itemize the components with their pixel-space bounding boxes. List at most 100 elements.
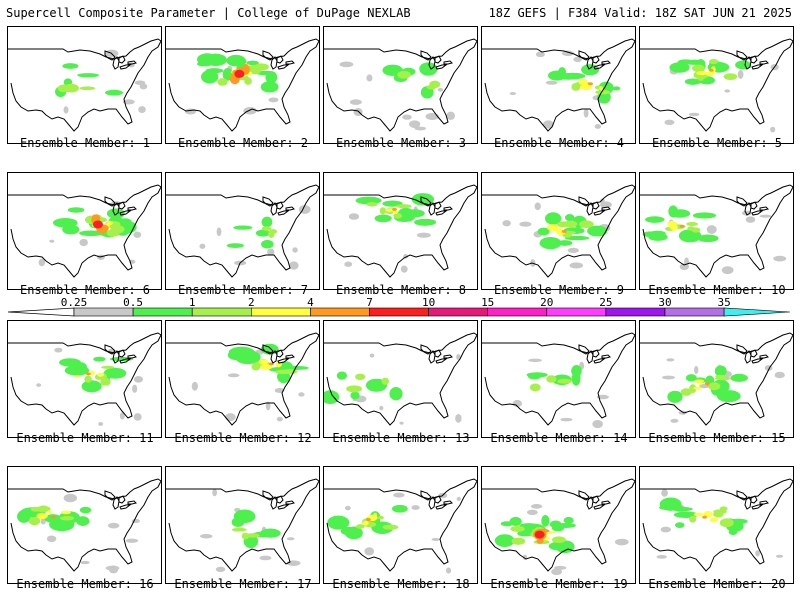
scp-field-shading: [512, 358, 609, 429]
colorbar-swatch: [369, 307, 429, 317]
colorbar-swatch: [487, 307, 548, 317]
colorbar-swatch: [191, 307, 252, 317]
map-canvas: [482, 332, 635, 429]
map-title: Supercell Composite Parameter | College …: [6, 6, 411, 20]
scp-field-shading: [38, 201, 142, 267]
ensemble-member-map-5: [639, 26, 794, 144]
ensemble-member-map-20: [639, 466, 794, 584]
map-canvas: [640, 332, 793, 426]
ensemble-member-label: Ensemble Member: 20: [648, 577, 786, 591]
basemap-outline: [640, 184, 793, 278]
colorbar-tick-label: 0.25: [61, 296, 88, 309]
basemap-outline: [482, 38, 635, 132]
scp-field-shading: [199, 204, 311, 270]
map-canvas: [324, 38, 477, 132]
colorbar-svg: 0.25 0.5 1 2 4 7 10 15 20 25 30 35: [7, 296, 791, 317]
colorbar-swatch: [73, 307, 134, 317]
scp-field-shading: [502, 198, 612, 269]
basemap-outline: [166, 478, 319, 572]
valid-time-label: 18Z GEFS | F384 Valid: 18Z SAT JUN 21 20…: [488, 6, 792, 20]
map-canvas: [324, 184, 477, 278]
basemap-outline: [640, 38, 793, 132]
colorbar-tick-label: 4: [307, 296, 314, 309]
ensemble-member-map-7: [165, 172, 320, 290]
ensemble-member-map-9: [481, 172, 636, 290]
colorbar-left-arrow: [7, 307, 75, 317]
ensemble-member-label: Ensemble Member: 19: [490, 577, 628, 591]
ensemble-member-map-17: [165, 466, 320, 584]
ensemble-member-label: Ensemble Member: 13: [332, 431, 470, 445]
basemap-outline: [8, 332, 161, 426]
ensemble-member-label: Ensemble Member: 7: [177, 283, 309, 297]
basemap-outline: [8, 184, 161, 278]
ensemble-member-map-4: [481, 26, 636, 144]
colorbar-legend: 0.25 0.5 1 2 4 7 10 15 20 25 30 35: [0, 296, 800, 322]
scp-field-shading: [339, 61, 456, 131]
ensemble-member-label: Ensemble Member: 17: [174, 577, 312, 591]
scp-field-shading: [184, 53, 279, 115]
ensemble-member-label: Ensemble Member: 6: [19, 283, 151, 297]
scp-field-shading: [494, 504, 629, 576]
map-canvas: [640, 478, 793, 572]
ensemble-member-map-3: [323, 26, 478, 144]
colorbar-swatch: [310, 307, 370, 317]
colorbar-swatch: [723, 307, 791, 317]
colorbar-tick-label: 1: [189, 296, 196, 309]
map-canvas: [324, 332, 477, 426]
scp-field-shading: [17, 493, 140, 574]
ensemble-member-label: Ensemble Member: 8: [335, 283, 467, 297]
scp-field-shading: [661, 358, 785, 423]
ensemble-member-map-16: [7, 466, 162, 584]
map-canvas: [166, 184, 319, 278]
map-canvas: [640, 38, 793, 133]
colorbar-swatch: [251, 307, 311, 317]
map-canvas: [8, 332, 161, 426]
basemap-outline: [166, 184, 319, 278]
scp-field-shading: [327, 492, 461, 574]
ensemble-member-label: Ensemble Member: 5: [651, 136, 783, 150]
ensemble-member-label: Ensemble Member: 18: [332, 577, 470, 591]
basemap-outline: [482, 478, 635, 572]
colorbar-swatch: [546, 307, 607, 317]
scp-field-shading: [664, 59, 779, 133]
ensemble-member-map-14: [481, 320, 636, 438]
ensemble-member-label: Ensemble Member: 11: [16, 431, 154, 445]
ensemble-member-map-11: [7, 320, 162, 438]
map-canvas: [8, 184, 161, 278]
scp-field-shading: [344, 193, 437, 273]
basemap-outline: [324, 478, 477, 572]
scp-field-shading: [642, 205, 787, 275]
map-canvas: [8, 38, 161, 132]
ensemble-member-label: Ensemble Member: 3: [335, 136, 467, 150]
ensemble-member-map-1: [7, 26, 162, 144]
ensemble-member-label: Ensemble Member: 10: [648, 283, 786, 297]
ensemble-member-label: Ensemble Member: 15: [648, 431, 786, 445]
map-canvas: [8, 478, 161, 574]
basemap-outline: [324, 184, 477, 278]
colorbar-tick-label: 30: [658, 296, 671, 309]
basemap-outline: [166, 332, 319, 426]
ensemble-member-map-19: [481, 466, 636, 584]
ensemble-member-label: Ensemble Member: 12: [174, 431, 312, 445]
ensemble-member-label: Ensemble Member: 14: [490, 431, 628, 445]
basemap-outline: [8, 38, 161, 132]
map-canvas: [166, 332, 319, 426]
basemap-outline: [482, 184, 635, 278]
ensemble-member-label: Ensemble Member: 2: [177, 136, 309, 150]
ensemble-member-label: Ensemble Member: 16: [16, 577, 154, 591]
colorbar-tick-label: 15: [481, 296, 494, 309]
basemap-outline: [324, 38, 477, 132]
basemap-outline: [166, 38, 319, 132]
basemap-outline: [640, 478, 793, 572]
colorbar-tick-label: 10: [422, 296, 435, 309]
ensemble-member-label: Ensemble Member: 1: [19, 136, 151, 150]
ensemble-member-map-2: [165, 26, 320, 144]
colorbar-tick-label: 7: [366, 296, 373, 309]
scp-field-shading: [191, 343, 309, 422]
ensemble-member-map-15: [639, 320, 794, 438]
colorbar-tick-label: 25: [599, 296, 612, 309]
scp-field-shading: [200, 488, 301, 573]
basemap-outline: [8, 478, 161, 572]
colorbar-swatch: [428, 307, 489, 317]
map-canvas: [482, 184, 635, 278]
